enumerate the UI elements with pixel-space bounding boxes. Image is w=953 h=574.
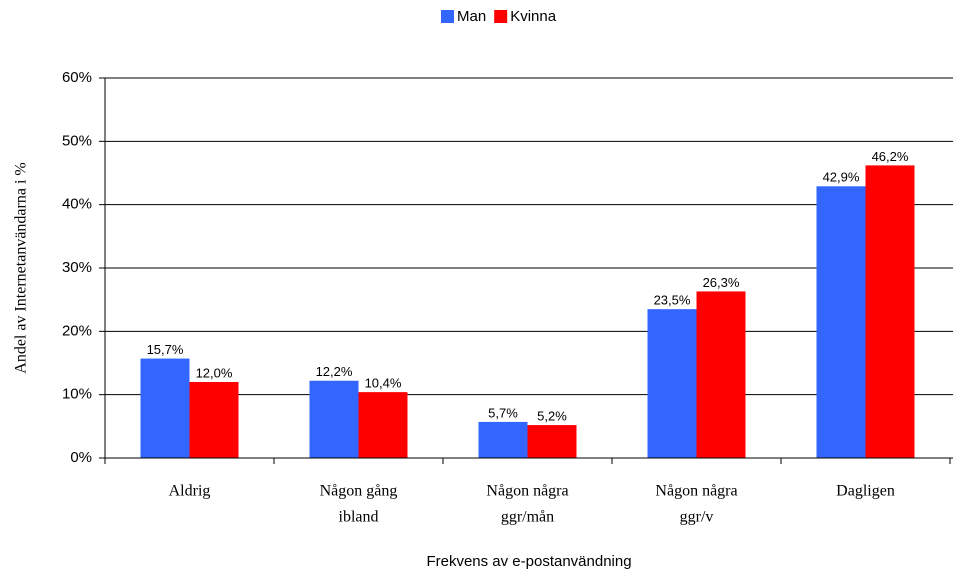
- x-tick-label: Aldrig: [169, 483, 211, 500]
- y-tick-label: 40%: [62, 196, 92, 213]
- value-label: 15,7%: [147, 342, 184, 357]
- value-label: 42,9%: [823, 170, 860, 185]
- legend-swatch: [441, 10, 454, 23]
- bar: [816, 186, 866, 459]
- bar: [478, 421, 528, 458]
- bar: [189, 382, 239, 458]
- value-label: 46,2%: [872, 149, 909, 164]
- x-tick-label: ggr/mån: [501, 509, 554, 526]
- x-tick-label: ibland: [339, 509, 379, 526]
- x-tick-label: Någon gång: [320, 483, 398, 500]
- y-tick-label: 60%: [62, 69, 92, 86]
- value-label: 5,7%: [488, 405, 518, 420]
- y-tick-label: 30%: [62, 259, 92, 276]
- value-label: 12,2%: [316, 364, 353, 379]
- bar: [140, 358, 190, 458]
- x-axis-title: Frekvens av e-postanvändning: [426, 553, 631, 570]
- value-label: 23,5%: [654, 293, 691, 308]
- y-tick-label: 0%: [70, 449, 92, 466]
- bar: [309, 380, 359, 458]
- x-tick-label: Någon några: [486, 483, 568, 500]
- bar: [696, 291, 746, 458]
- legend-label: Kvinna: [510, 8, 557, 25]
- x-tick-label: Dagligen: [836, 483, 895, 500]
- y-tick-label: 10%: [62, 386, 92, 403]
- bar: [647, 309, 697, 458]
- value-label: 10,4%: [365, 376, 402, 391]
- bar: [358, 392, 408, 458]
- value-label: 12,0%: [196, 365, 233, 380]
- x-tick-label: ggr/v: [680, 509, 714, 526]
- x-tick-label: Någon några: [655, 483, 737, 500]
- value-label: 26,3%: [703, 275, 740, 290]
- bar: [527, 425, 577, 458]
- legend-swatch: [494, 10, 508, 23]
- bar: [865, 165, 915, 458]
- y-tick-label: 50%: [62, 132, 92, 149]
- y-tick-label: 20%: [62, 322, 92, 339]
- legend-label: Man: [457, 8, 486, 25]
- y-axis-title: Andel av Internetanvändarna i %: [13, 162, 30, 373]
- value-label: 5,2%: [537, 409, 567, 424]
